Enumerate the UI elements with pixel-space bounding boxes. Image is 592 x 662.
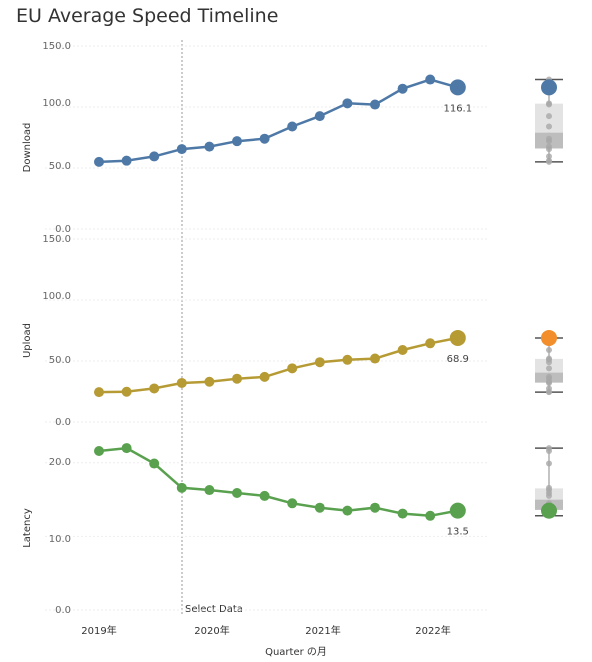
data-point-latency[interactable] xyxy=(259,490,270,501)
data-point-download[interactable] xyxy=(149,151,160,162)
y-tick-label-download: 150.0 xyxy=(42,41,71,52)
data-point-download[interactable] xyxy=(204,141,215,152)
boxplot-dot-upload xyxy=(546,365,552,372)
last-value-label-upload: 68.9 xyxy=(447,354,469,365)
data-point-download[interactable] xyxy=(232,136,242,147)
last-value-label-latency: 13.5 xyxy=(447,527,469,538)
data-point-latency[interactable] xyxy=(204,485,215,496)
x-tick-label: 2021年 xyxy=(305,624,340,637)
data-point-latency[interactable] xyxy=(149,458,160,469)
data-point-download[interactable] xyxy=(176,144,187,155)
data-point-upload[interactable] xyxy=(425,338,436,349)
chart-title: EU Average Speed Timeline xyxy=(16,5,279,27)
data-point-upload[interactable] xyxy=(259,371,270,382)
boxplot-dot-upload xyxy=(546,373,552,380)
data-point-latency[interactable] xyxy=(121,443,132,454)
data-point-download[interactable] xyxy=(449,79,466,96)
y-tick-label-download: 0.0 xyxy=(55,224,71,235)
data-point-download[interactable] xyxy=(287,121,298,132)
data-point-latency[interactable] xyxy=(287,498,298,509)
data-point-latency[interactable] xyxy=(342,505,353,516)
data-point-upload[interactable] xyxy=(449,329,466,346)
boxplot-dot-download xyxy=(546,101,552,108)
data-point-upload[interactable] xyxy=(204,376,215,387)
data-point-upload[interactable] xyxy=(314,357,325,368)
data-point-download[interactable] xyxy=(121,155,132,166)
data-point-upload[interactable] xyxy=(342,354,353,365)
y-tick-label-upload: 150.0 xyxy=(42,234,71,245)
data-point-upload[interactable] xyxy=(176,377,187,388)
data-point-download[interactable] xyxy=(425,74,436,85)
data-point-download[interactable] xyxy=(397,83,408,94)
data-point-latency[interactable] xyxy=(314,502,325,513)
boxplot-dot-download xyxy=(546,143,552,150)
x-tick-label: 2019年 xyxy=(81,624,116,637)
y-tick-label-download: 100.0 xyxy=(42,98,71,109)
data-point-upload[interactable] xyxy=(232,373,242,384)
boxplot-current-dot-latency[interactable] xyxy=(541,502,557,519)
data-point-latency[interactable] xyxy=(449,502,466,519)
boxplot-dot-upload xyxy=(546,385,552,392)
boxplot-dot-download xyxy=(546,113,552,120)
boxplot-dot-download xyxy=(546,135,552,142)
data-point-latency[interactable] xyxy=(397,508,408,519)
data-point-download[interactable] xyxy=(259,133,270,144)
data-point-upload[interactable] xyxy=(121,386,132,397)
x-axis-title: Quarter の月 xyxy=(265,646,327,658)
data-point-upload[interactable] xyxy=(94,387,104,398)
y-tick-label-latency: 10.0 xyxy=(49,534,71,545)
boxplot-dot-upload xyxy=(546,355,552,362)
data-point-upload[interactable] xyxy=(149,383,160,394)
boxplot-dot-download xyxy=(546,153,552,160)
data-point-latency[interactable] xyxy=(94,446,104,457)
boxplot-current-dot-download[interactable] xyxy=(541,79,557,96)
data-point-download[interactable] xyxy=(314,111,325,122)
y-axis-label-upload: Upload xyxy=(22,323,33,358)
x-tick-label: 2022年 xyxy=(415,624,450,637)
data-point-download[interactable] xyxy=(94,156,104,167)
boxplot-dot-latency xyxy=(546,460,552,467)
y-tick-label-upload: 100.0 xyxy=(42,291,71,302)
data-point-upload[interactable] xyxy=(287,363,298,374)
y-tick-label-latency: 20.0 xyxy=(49,457,71,468)
data-point-latency[interactable] xyxy=(370,502,380,513)
data-point-upload[interactable] xyxy=(370,353,380,364)
boxplot-current-dot-upload[interactable] xyxy=(541,329,557,346)
y-tick-label-upload: 0.0 xyxy=(55,417,71,428)
data-point-latency[interactable] xyxy=(176,482,187,493)
y-axis-label-download: Download xyxy=(22,123,33,173)
y-tick-label-download: 50.0 xyxy=(49,161,71,172)
data-point-download[interactable] xyxy=(370,99,380,110)
last-value-label-download: 116.1 xyxy=(443,103,472,114)
data-point-upload[interactable] xyxy=(397,345,408,356)
boxplot-dot-download xyxy=(546,157,552,164)
boxplot-dot-upload xyxy=(546,347,552,354)
data-point-latency[interactable] xyxy=(425,510,436,521)
boxplot-dot-download xyxy=(546,123,552,130)
data-point-download[interactable] xyxy=(342,98,353,109)
y-axis-label-latency: Latency xyxy=(22,508,33,548)
y-tick-label-upload: 50.0 xyxy=(49,355,71,366)
y-tick-label-latency: 0.0 xyxy=(55,605,71,616)
boxplot-dot-latency xyxy=(546,492,552,499)
x-tick-label: 2020年 xyxy=(194,624,229,637)
boxplot-dot-latency xyxy=(546,445,552,452)
series-line-latency xyxy=(98,446,459,518)
data-point-latency[interactable] xyxy=(232,487,242,498)
